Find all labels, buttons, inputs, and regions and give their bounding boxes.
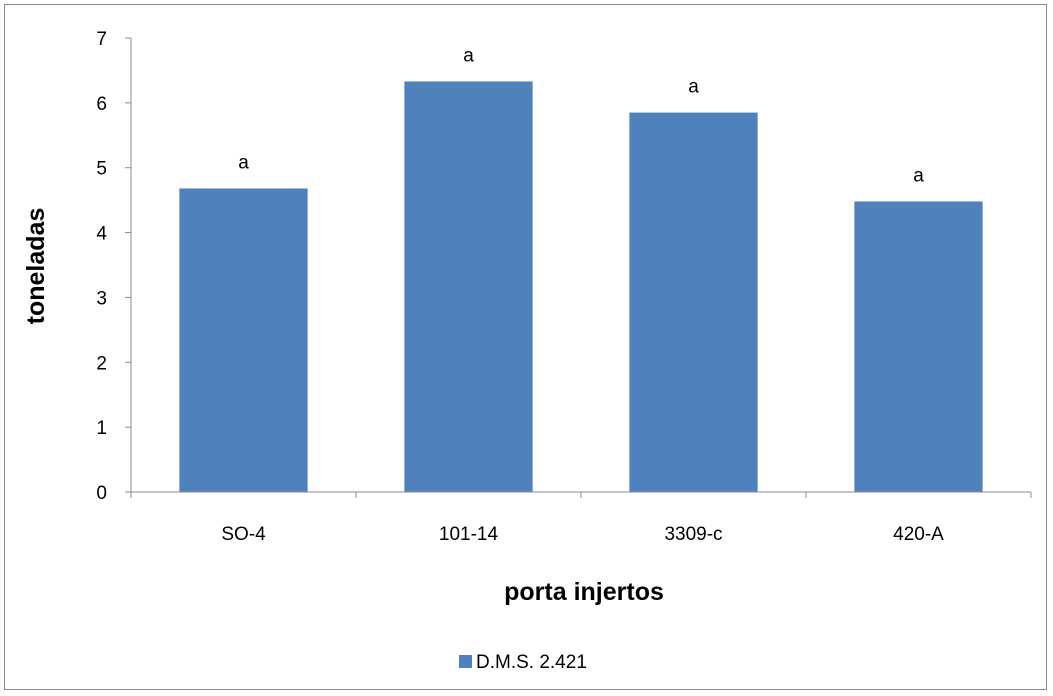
bar-data-labels: a a a a (238, 45, 924, 186)
legend: D.M.S. 2.421 (459, 652, 587, 673)
legend-swatch (459, 655, 472, 668)
y-tick-label: 3 (96, 288, 107, 309)
bar-data-label: a (913, 165, 924, 186)
y-tick-label: 4 (96, 224, 107, 245)
y-tick-label: 6 (96, 94, 107, 115)
y-tick-label: 2 (96, 353, 107, 374)
y-axis-ticks: 0 1 2 3 4 5 6 7 (96, 29, 131, 504)
y-tick-label: 5 (96, 159, 107, 180)
bar (854, 201, 983, 492)
x-tick-label: 3309-c (664, 524, 722, 545)
y-axis-title: toneladas (22, 208, 50, 325)
bar-data-label: a (688, 77, 699, 98)
bar-data-label: a (463, 45, 474, 66)
legend-label: D.M.S. 2.421 (476, 652, 587, 673)
bar (404, 81, 533, 492)
bar (179, 188, 308, 492)
x-tick-label: SO-4 (221, 524, 266, 545)
x-axis-title: porta injertos (504, 578, 664, 606)
y-tick-label: 0 (96, 483, 107, 504)
x-tick-label: 420-A (893, 524, 944, 545)
x-axis-ticks: SO-4 101-14 3309-c 420-A (130, 492, 1032, 545)
bar-series (179, 81, 983, 492)
bar-data-label: a (238, 152, 249, 173)
y-tick-label: 1 (96, 418, 107, 439)
bar (629, 112, 758, 492)
x-tick-label: 101-14 (439, 524, 499, 545)
y-tick-label: 7 (96, 29, 107, 50)
